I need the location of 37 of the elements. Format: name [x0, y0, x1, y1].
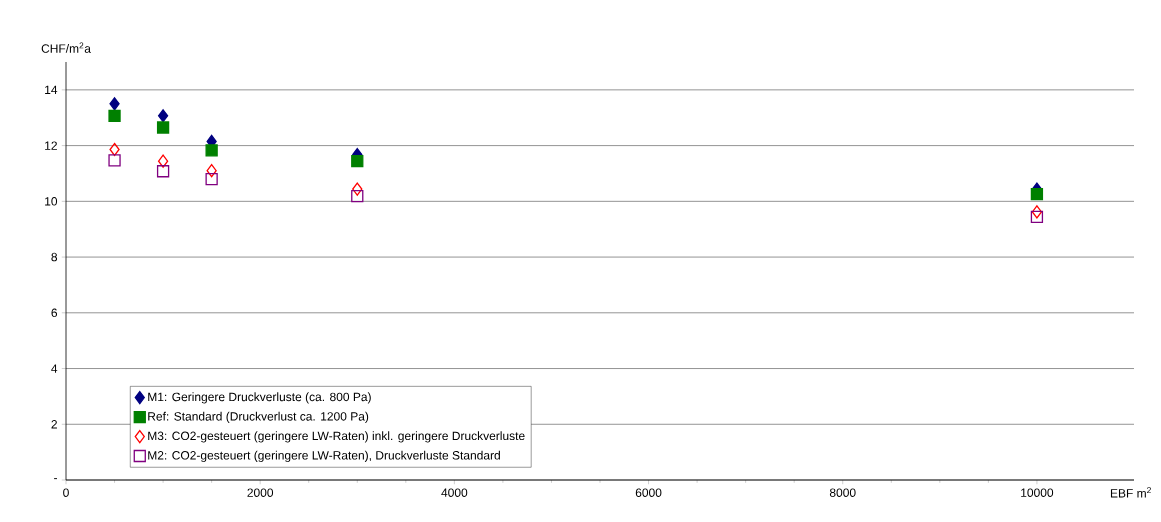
- point: [109, 97, 120, 111]
- y-tick-label: 14: [45, 85, 58, 94]
- y-tick-label: 10: [45, 197, 58, 206]
- x-tick-label: 4000: [441, 488, 468, 497]
- point: [109, 142, 120, 157]
- point: [156, 121, 170, 134]
- point: [156, 165, 170, 178]
- legend-label: Ref: Standard (Druckverlust ca. 1200 Pa): [148, 411, 369, 423]
- point: [352, 182, 363, 196]
- y-tick-label: -: [54, 478, 58, 480]
- y-axis-title: CHF/m$^{2}$a: [41, 42, 91, 53]
- x-tick-label: 2000: [247, 488, 274, 497]
- point: [206, 164, 217, 178]
- y-tick-label: 6: [51, 308, 58, 318]
- x-tick-label: 6000: [635, 488, 662, 497]
- point: [205, 144, 218, 157]
- point: [108, 154, 121, 167]
- y-tick-label: 2: [51, 420, 57, 429]
- point: [205, 172, 218, 186]
- y-tick-label: 12: [45, 141, 57, 150]
- legend-label: M1: Geringere Druckverluste (ca. 800 Pa): [148, 392, 371, 404]
- x-tick-label: 8000: [829, 488, 856, 497]
- point: [1031, 205, 1043, 219]
- x-tick-label: 0: [63, 488, 69, 497]
- point: [1030, 187, 1044, 201]
- point: [108, 109, 121, 122]
- x-tick-label: 10000: [1021, 488, 1054, 497]
- y-tick-label: 4: [51, 364, 58, 373]
- point: [1030, 210, 1044, 224]
- point: [351, 155, 364, 168]
- x-axis-title: EBF m$^{2}$: [1110, 487, 1151, 498]
- point: [157, 154, 169, 168]
- legend-label: M2: CO2-gesteuert (geringere LW-Raten), Druckverluste Standard: [148, 450, 500, 462]
- point: [157, 109, 169, 123]
- y-tick-label: 8: [51, 252, 58, 262]
- point: [351, 189, 364, 203]
- legend-label: M3: CO2-gesteuert (geringere LW-Raten) inkl. geringere Druckverluste: [148, 431, 525, 443]
